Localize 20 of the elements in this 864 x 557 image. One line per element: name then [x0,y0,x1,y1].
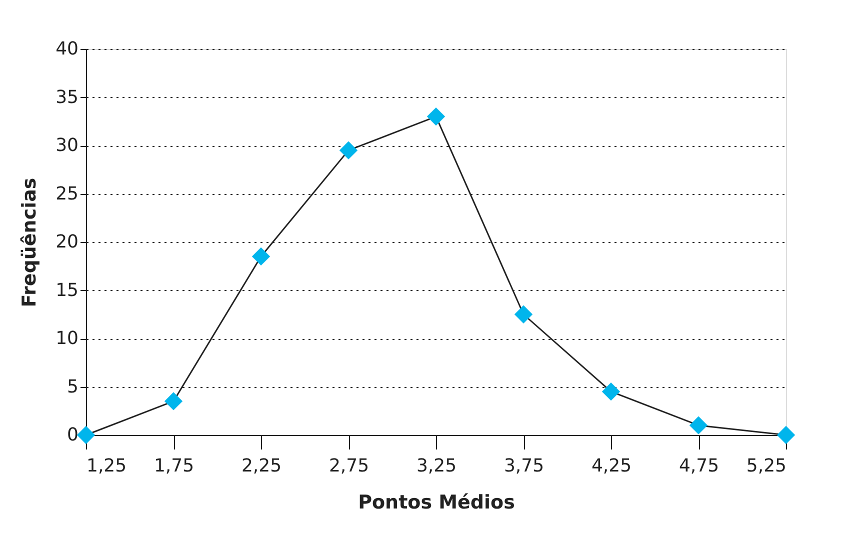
x-tick-label: 2,75 [328,456,370,476]
x-tick-label: 1,75 [154,456,194,476]
y-tick-label: 25 [56,183,78,204]
y-tick-label: 20 [56,232,78,252]
y-tick-label: 0 [67,424,78,446]
x-tick-label: 4,75 [678,456,720,476]
y-tick-label: 30 [56,135,78,156]
x-tick-label: 3,25 [416,456,457,476]
x-tick-label: 1,25 [86,456,127,476]
x-axis-title: Pontos Médios [358,492,515,514]
x-tick-label: 4,25 [591,456,632,476]
y-tick-label: 10 [56,328,78,349]
x-tick-label: 5,25 [746,456,786,476]
y-tick-label: 15 [56,280,78,301]
y-tick-label: 5 [67,376,78,398]
x-tick-label: 3,75 [504,456,544,476]
y-axis-title: Freqüências [18,178,41,308]
y-tick-label: 40 [56,38,78,60]
y-tick-label: 35 [56,86,78,108]
x-tick-label: 2,25 [241,456,282,476]
